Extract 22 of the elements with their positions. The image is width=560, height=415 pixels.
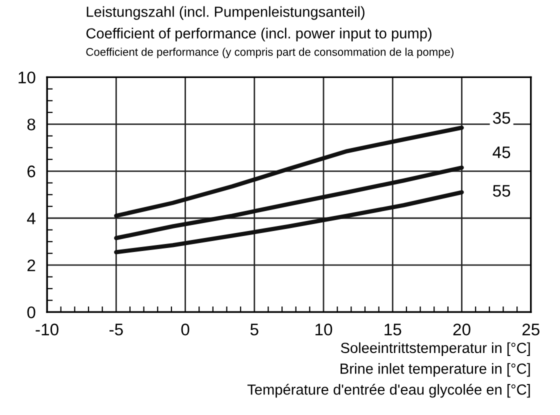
- series-label: 55: [492, 185, 510, 197]
- x-tick-label: 15: [384, 324, 402, 336]
- x-tick-label: -10: [36, 324, 58, 336]
- y-axis-title: Leistungszahl (incl. Pumpenleistungsanteil) Coefficient of performance (incl. power input to pump) Coefficient de performance (y compris part de consommation de la pompe): [86, 6, 454, 58]
- x-tick-label: 10: [316, 324, 332, 336]
- y-tick-label: 2: [28, 260, 36, 272]
- x-tick-label: 25: [522, 324, 540, 336]
- y-tick-label: 10: [18, 72, 36, 84]
- y-tick-label: 0: [27, 306, 36, 318]
- y-tick-label: 6: [28, 166, 36, 178]
- line-series: [114, 190, 464, 254]
- x-axis-title: Soleeintrittstemperatur in [°C] Brine inlet temperature in [°C] Température d'entrée d'eau glycolée en [°C]: [247, 342, 530, 398]
- y-tick-label: 8: [27, 118, 36, 130]
- y-tick-label: 4: [27, 212, 36, 224]
- line-series: [114, 166, 464, 240]
- series-label: 35: [492, 112, 510, 124]
- x-tick-label: 0: [181, 324, 190, 336]
- x-tick-label: 20: [453, 324, 470, 336]
- series-label: 45: [492, 146, 510, 158]
- x-tick-label: 5: [250, 324, 258, 336]
- x-tick-label: -5: [109, 324, 123, 336]
- line-series: [114, 126, 464, 218]
